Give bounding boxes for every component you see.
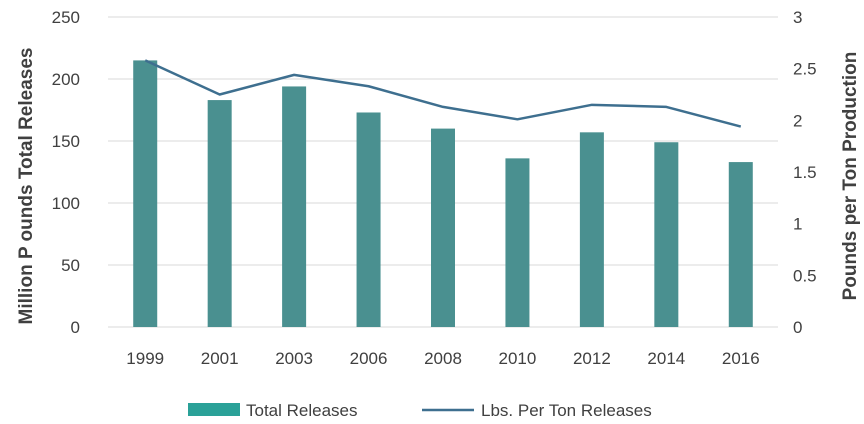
legend-label-total-releases: Total Releases	[246, 401, 358, 420]
right-tick-label: 2	[793, 111, 802, 130]
line-lbs-per-ton	[144, 59, 742, 128]
right-tick-label: 0.5	[793, 266, 817, 285]
left-tick-label: 250	[52, 8, 80, 27]
x-tick-label: 2012	[573, 349, 611, 368]
x-tick-label: 2014	[647, 349, 685, 368]
right-tick-label: 0	[793, 318, 802, 337]
right-tick-label: 1.5	[793, 163, 817, 182]
left-tick-label: 0	[71, 318, 80, 337]
x-tick-label: 1999	[126, 349, 164, 368]
legend-label-lbs-per-ton: Lbs. Per Ton Releases	[481, 401, 652, 420]
bar-total-releases-2008	[431, 128, 455, 327]
x-tick-label: 2016	[722, 349, 760, 368]
x-tick-label: 2001	[201, 349, 239, 368]
bar-series	[133, 60, 753, 328]
bar-total-releases-2014	[654, 142, 679, 327]
left-axis-title: Million P ounds Total Releases	[16, 48, 37, 325]
legend-swatch-total-releases	[188, 403, 240, 416]
bar-total-releases-2001	[207, 100, 232, 327]
x-tick-label: 2003	[275, 349, 313, 368]
right-tick-label: 1	[793, 215, 802, 234]
right-tick-label: 2.5	[793, 60, 817, 79]
right-tick-label: 3	[793, 8, 802, 27]
bar-total-releases-1999	[133, 60, 158, 328]
x-tick-label: 2008	[424, 349, 462, 368]
x-tick-label: 2010	[499, 349, 537, 368]
legend: Total Releases Lbs. Per Ton Releases	[188, 401, 652, 420]
bar-total-releases-2012	[579, 132, 604, 327]
left-tick-label: 100	[52, 194, 80, 213]
line-series	[144, 59, 742, 128]
left-tick-label: 50	[61, 256, 80, 275]
bar-total-releases-2016	[728, 162, 753, 327]
right-axis-ticks: 0 0.5 1 1.5 2 2.5 3	[793, 8, 817, 337]
left-axis-ticks: 0 50 100 150 200 250	[52, 8, 80, 337]
left-tick-label: 150	[52, 132, 80, 151]
left-tick-label: 200	[52, 70, 80, 89]
bar-total-releases-2003	[282, 86, 307, 327]
right-axis-title: Pounds per Ton Production	[840, 52, 861, 301]
bar-total-releases-2010	[505, 158, 530, 327]
bar-total-releases-2006	[356, 112, 381, 327]
x-axis-ticks: 1999 2001 2003 2006 2008 2010 2012 2014 2016	[126, 349, 759, 368]
x-tick-label: 2006	[350, 349, 388, 368]
